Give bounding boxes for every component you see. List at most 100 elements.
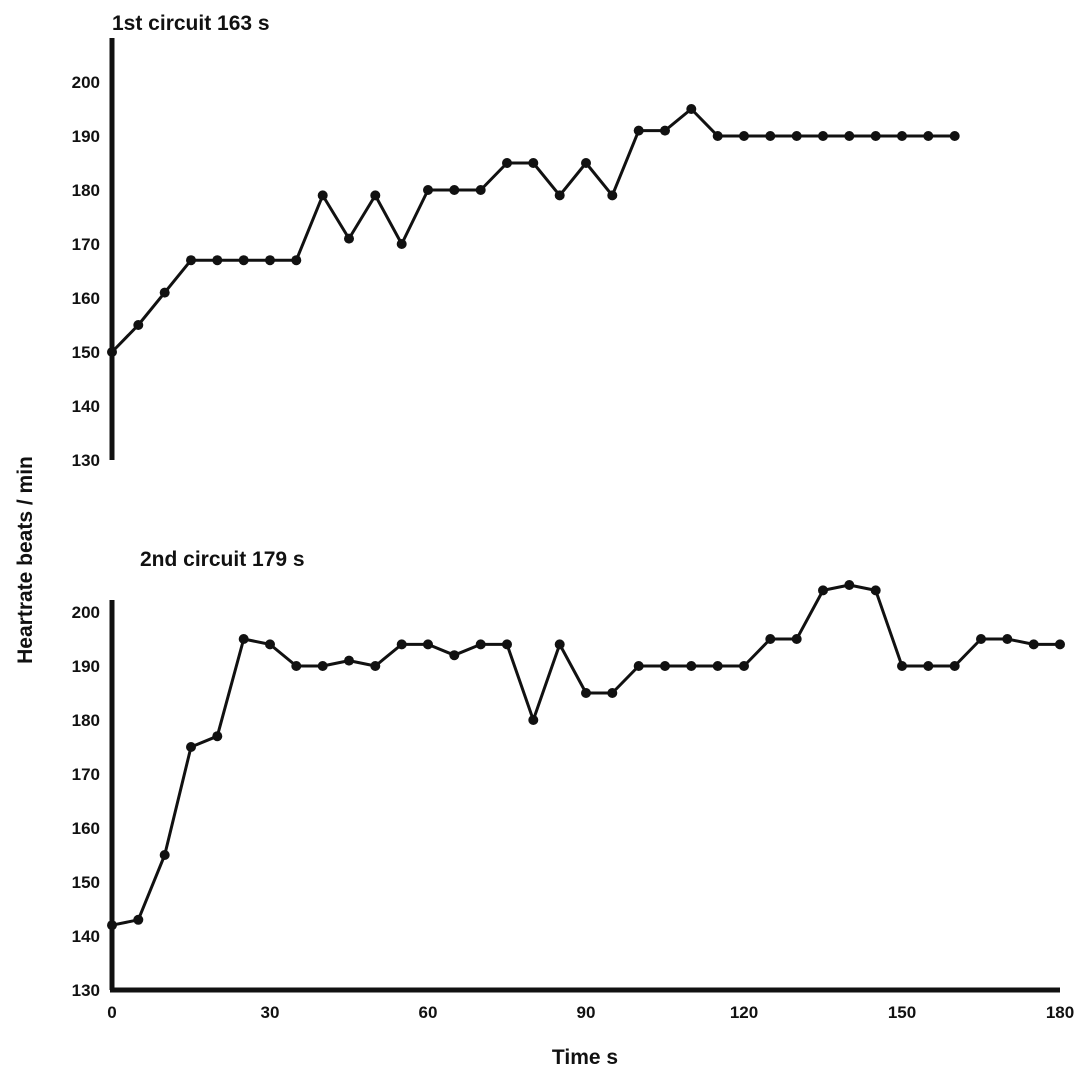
panel-2-data-point [1002, 634, 1013, 644]
panel-1-data-point [449, 185, 460, 195]
panel-1-y-tick-180: 180 [72, 181, 100, 200]
panel-1-data-point [765, 131, 776, 141]
panel-2-data-point [238, 634, 249, 644]
panel-2-data-point [133, 914, 144, 925]
x-tick-180: 180 [1046, 1003, 1074, 1022]
panel-2-y-tick-150: 150 [72, 873, 100, 892]
panel-1st-circuit: 1st circuit 163 s 130 140 150 160 170 180 190 2… [72, 12, 960, 470]
panel-2-data-point [1028, 639, 1039, 650]
panel-1-y-tick-140: 140 [72, 397, 100, 416]
panel-1-data-point [396, 239, 407, 249]
panel-1-data-point [265, 255, 275, 266]
panel-2-data-point [660, 661, 670, 671]
panel-1-series [107, 104, 960, 357]
panel-2-data-point [870, 585, 881, 596]
panel-2-y-tick-labels: 130 140 150 160 170 180 190 200 [72, 603, 100, 1000]
panel-1-data-point [818, 131, 828, 141]
panel-1-data-point [897, 131, 907, 141]
panel-2-data-point [396, 639, 407, 650]
panel-2-data-point [581, 688, 591, 698]
panel-1-data-point [581, 158, 591, 168]
panel-2-data-point [212, 731, 223, 742]
panel-1-y-tick-150: 150 [72, 343, 100, 362]
panel-1-data-point [923, 131, 934, 141]
panel-2-y-tick-160: 160 [72, 819, 100, 838]
panel-2-data-point [633, 661, 644, 671]
panel-2-data-point [791, 634, 802, 644]
x-tick-150: 150 [888, 1003, 916, 1022]
panel-2-data-point [844, 580, 855, 590]
panel-1-data-point [133, 320, 144, 330]
panel-2-data-point [265, 639, 275, 650]
x-tick-0: 0 [107, 1003, 116, 1022]
panel-1-data-point [291, 255, 302, 266]
panel-1-data-point [344, 233, 354, 244]
panel-1-data-point [317, 190, 328, 201]
panel-1-data-point [475, 185, 486, 195]
panel-2-data-point [186, 742, 196, 752]
panel-2-data-point [159, 850, 170, 860]
panel-1-y-tick-130: 130 [72, 451, 100, 470]
panel-2-data-point [686, 661, 697, 671]
panel-2-data-point [976, 634, 986, 644]
panel-2-data-point [818, 585, 828, 596]
panel-2nd-circuit: 2nd circuit 179 s 130 140 150 160 170 180 190 2… [72, 548, 1075, 1022]
panel-1-data-point [712, 131, 723, 141]
panel-1-y-tick-190: 190 [72, 127, 100, 146]
panel-2-data-point [1055, 639, 1065, 650]
panel-1-data-point [238, 255, 249, 266]
panel-2-data-point [344, 655, 354, 666]
panel-1-y-tick-200: 200 [72, 73, 100, 92]
x-tick-60: 60 [419, 1003, 438, 1022]
x-axis-label: Time s [552, 1046, 618, 1069]
panel-2-data-point [449, 650, 460, 661]
x-tick-90: 90 [577, 1003, 596, 1022]
panel-2-data-point [107, 920, 117, 931]
panel-2-y-tick-140: 140 [72, 927, 100, 946]
panel-1-title: 1st circuit 163 s [112, 12, 270, 35]
panel-2-data-point [370, 661, 381, 671]
panel-1-y-tick-labels: 130 140 150 160 170 180 190 200 [72, 73, 100, 470]
panel-2-y-tick-190: 190 [72, 657, 100, 676]
panel-1-data-point [739, 131, 749, 141]
panel-1-y-tick-160: 160 [72, 289, 100, 308]
panel-2-data-point [317, 661, 328, 671]
panel-1-data-point [686, 104, 697, 114]
panel-1-data-point [554, 190, 565, 201]
panel-2-data-point [607, 688, 618, 698]
panel-2-series-line [111, 583, 1060, 927]
panel-2-y-tick-180: 180 [72, 711, 100, 730]
panel-2-data-point [475, 639, 486, 650]
panel-2-data-point [949, 661, 960, 671]
panel-2-y-tick-170: 170 [72, 765, 100, 784]
panel-1-data-point [107, 347, 117, 357]
panel-2-data-point [739, 661, 749, 671]
panel-2-data-point [291, 661, 302, 671]
panel-1-data-point [159, 287, 170, 298]
panel-1-data-point [607, 190, 618, 201]
panel-2-y-tick-130: 130 [72, 981, 100, 1000]
panel-1-data-point [528, 158, 539, 168]
panel-1-data-point [502, 158, 512, 168]
x-tick-30: 30 [261, 1003, 280, 1022]
y-axis-label: Heartrate beats / min [14, 456, 37, 664]
panel-2-data-point [554, 639, 565, 650]
panel-1-data-point [949, 131, 960, 141]
panel-1-data-point [791, 131, 802, 141]
panel-2-data-point [897, 661, 907, 671]
panel-1-data-point [870, 131, 881, 141]
panel-1-data-point [186, 255, 196, 266]
panel-1-data-point [423, 185, 433, 195]
panel-1-y-tick-170: 170 [72, 235, 100, 254]
panel-2-data-point [712, 661, 723, 671]
panel-2-data-point [923, 661, 934, 671]
panel-2-data-point [423, 639, 433, 650]
x-tick-120: 120 [730, 1003, 758, 1022]
panel-2-data-point [502, 639, 512, 650]
panel-1-data-point [212, 255, 223, 266]
panel-1-data-point [633, 125, 644, 136]
panel-1-data-point [660, 125, 670, 136]
panel-2-series [107, 580, 1065, 931]
panel-2-title: 2nd circuit 179 s [140, 548, 305, 571]
